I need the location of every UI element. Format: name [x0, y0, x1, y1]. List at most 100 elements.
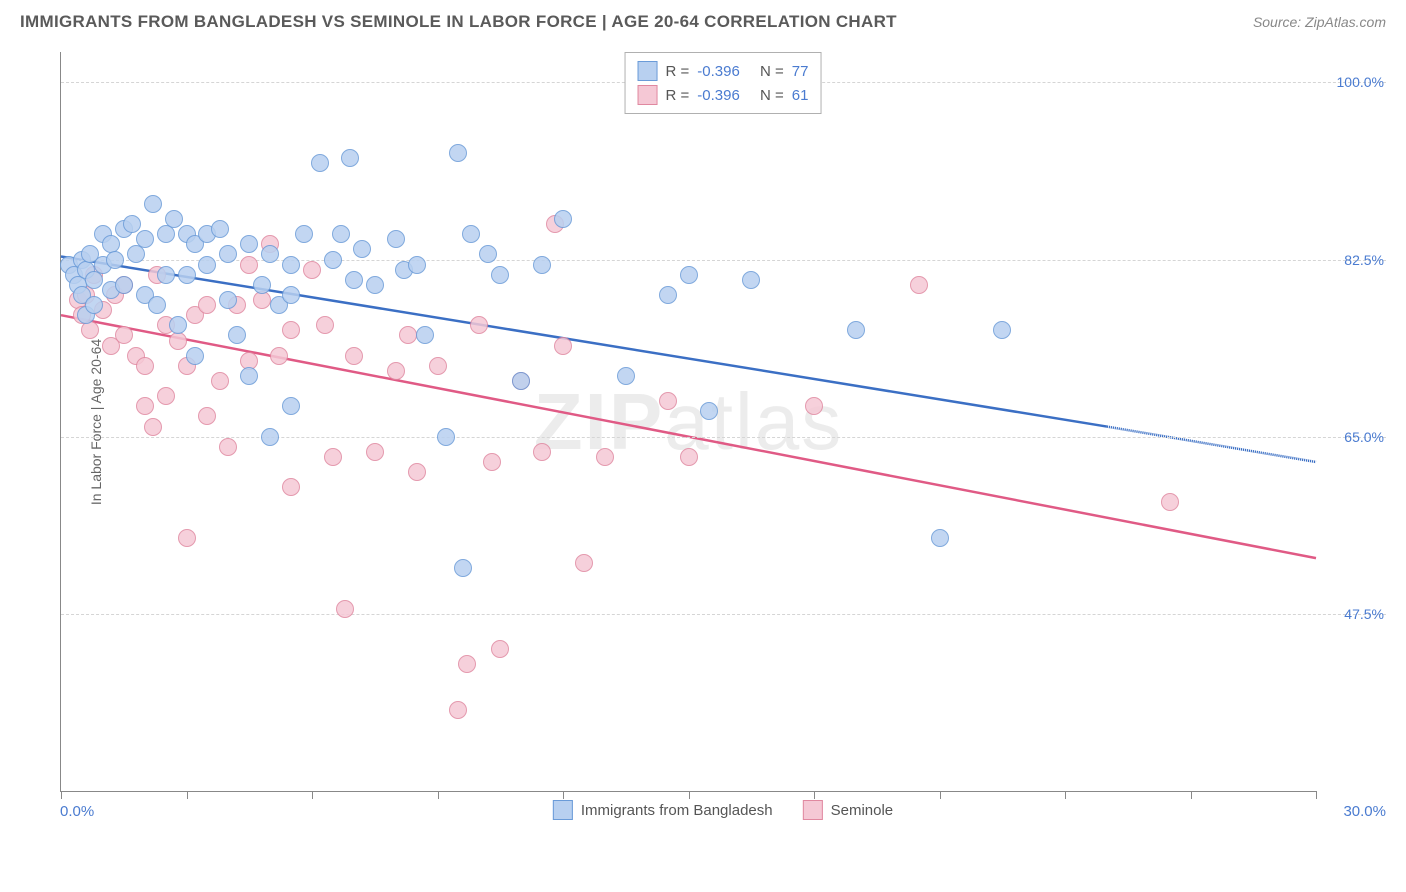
scatter-point-a [512, 372, 530, 390]
x-tick [940, 791, 941, 799]
legend-stats-row-b: R = -0.396 N = 61 [638, 83, 809, 107]
scatter-point-a [240, 367, 258, 385]
scatter-point-a [240, 235, 258, 253]
scatter-point-a [311, 154, 329, 172]
scatter-point-b [282, 321, 300, 339]
x-tick [187, 791, 188, 799]
x-tick [1065, 791, 1066, 799]
scatter-point-a [554, 210, 572, 228]
scatter-point-b [387, 362, 405, 380]
legend-stats: R = -0.396 N = 77 R = -0.396 N = 61 [625, 52, 822, 114]
x-axis-max-label: 30.0% [1343, 803, 1386, 820]
x-tick [312, 791, 313, 799]
swatch-series-a [638, 61, 658, 81]
scatter-point-b [136, 397, 154, 415]
swatch-series-a [553, 800, 573, 820]
scatter-point-b [366, 443, 384, 461]
scatter-point-a [847, 321, 865, 339]
y-tick-label: 65.0% [1344, 429, 1384, 445]
r-value-b: -0.396 [697, 87, 740, 104]
scatter-point-b [219, 438, 237, 456]
scatter-point-a [136, 230, 154, 248]
scatter-point-a [700, 402, 718, 420]
swatch-series-b [638, 85, 658, 105]
scatter-point-b [910, 276, 928, 294]
scatter-point-b [324, 448, 342, 466]
scatter-point-b [533, 443, 551, 461]
scatter-point-a [617, 367, 635, 385]
scatter-point-a [169, 316, 187, 334]
scatter-point-a [462, 225, 480, 243]
scatter-point-b [429, 357, 447, 375]
gridline [61, 437, 1386, 438]
scatter-point-b [240, 256, 258, 274]
scatter-point-a [742, 271, 760, 289]
scatter-point-b [1161, 493, 1179, 511]
scatter-point-a [332, 225, 350, 243]
scatter-point-a [261, 245, 279, 263]
scatter-point-b [144, 418, 162, 436]
scatter-point-b [198, 407, 216, 425]
scatter-point-a [993, 321, 1011, 339]
legend-stats-row-a: R = -0.396 N = 77 [638, 59, 809, 83]
legend-item-a: Immigrants from Bangladesh [553, 800, 773, 820]
scatter-point-b [178, 529, 196, 547]
scatter-point-a [437, 428, 455, 446]
scatter-point-a [115, 276, 133, 294]
n-label: N = [760, 87, 784, 104]
scatter-point-a [282, 286, 300, 304]
y-tick-label: 82.5% [1344, 252, 1384, 268]
gridline [61, 614, 1386, 615]
scatter-point-a [282, 397, 300, 415]
scatter-point-b [805, 397, 823, 415]
r-label: R = [666, 87, 690, 104]
title-bar: IMMIGRANTS FROM BANGLADESH VS SEMINOLE I… [0, 0, 1406, 42]
series-a-label: Immigrants from Bangladesh [581, 802, 773, 819]
scatter-point-a [341, 149, 359, 167]
scatter-point-a [491, 266, 509, 284]
legend-item-b: Seminole [803, 800, 894, 820]
scatter-point-a [366, 276, 384, 294]
n-label: N = [760, 63, 784, 80]
scatter-point-a [680, 266, 698, 284]
scatter-point-a [387, 230, 405, 248]
scatter-point-a [408, 256, 426, 274]
swatch-series-b [803, 800, 823, 820]
scatter-point-a [148, 296, 166, 314]
scatter-point-a [353, 240, 371, 258]
r-value-a: -0.396 [697, 63, 740, 80]
n-value-a: 77 [792, 63, 809, 80]
scatter-point-b [198, 296, 216, 314]
scatter-point-a [295, 225, 313, 243]
scatter-point-b [491, 640, 509, 658]
n-value-b: 61 [792, 87, 809, 104]
scatter-point-a [931, 529, 949, 547]
scatter-point-b [115, 326, 133, 344]
scatter-point-b [596, 448, 614, 466]
scatter-point-a [178, 266, 196, 284]
scatter-point-a [345, 271, 363, 289]
scatter-point-b [554, 337, 572, 355]
scatter-point-b [303, 261, 321, 279]
x-tick [814, 791, 815, 799]
scatter-point-a [219, 291, 237, 309]
legend-series: Immigrants from Bangladesh Seminole [553, 800, 893, 820]
scatter-point-b [399, 326, 417, 344]
scatter-point-a [659, 286, 677, 304]
x-axis-min-label: 0.0% [60, 803, 94, 820]
source-attribution: Source: ZipAtlas.com [1253, 14, 1386, 30]
scatter-point-b [157, 387, 175, 405]
scatter-point-b [345, 347, 363, 365]
gridline [61, 260, 1386, 261]
scatter-point-b [336, 600, 354, 618]
scatter-point-b [680, 448, 698, 466]
scatter-point-b [316, 316, 334, 334]
scatter-point-b [575, 554, 593, 572]
x-tick [1316, 791, 1317, 799]
r-label: R = [666, 63, 690, 80]
scatter-point-a [324, 251, 342, 269]
chart-title: IMMIGRANTS FROM BANGLADESH VS SEMINOLE I… [20, 12, 897, 32]
scatter-point-a [219, 245, 237, 263]
scatter-point-a [416, 326, 434, 344]
scatter-point-a [449, 144, 467, 162]
